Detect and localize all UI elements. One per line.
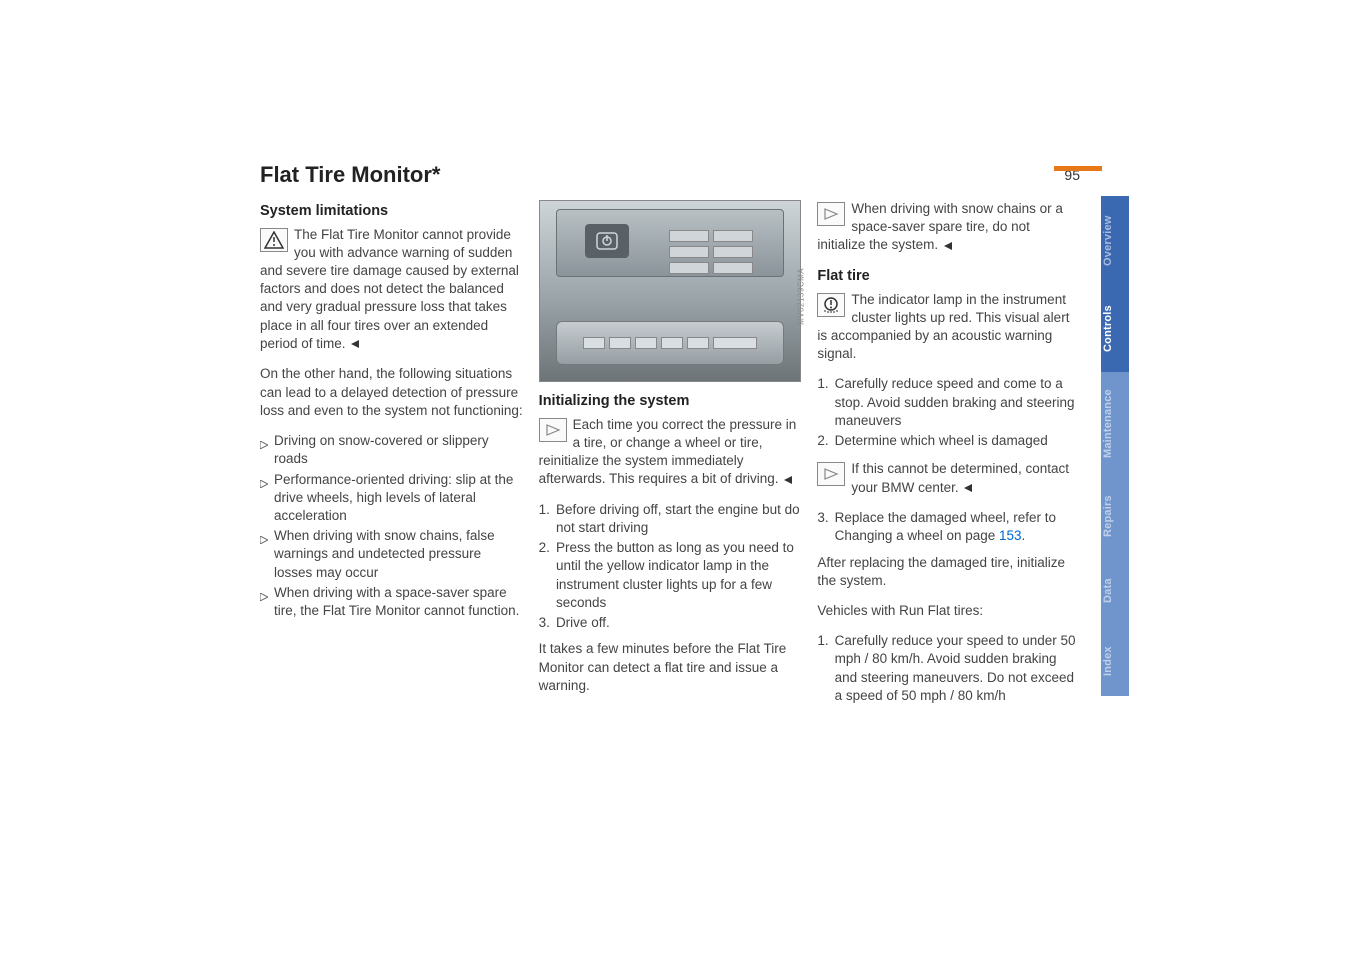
bullet-text: Performance-oriented driving: slip at th… — [274, 471, 523, 526]
note-text: When driving with snow chains or a space… — [817, 201, 1063, 252]
ol-number: 2. — [817, 432, 828, 450]
dash-button — [669, 262, 709, 274]
ol-item: 3. Drive off. — [539, 614, 802, 632]
title-row: Flat Tire Monitor* 95 — [260, 160, 1080, 190]
triangle-bullet-icon — [260, 588, 268, 620]
note-icon — [539, 418, 567, 442]
content-columns: System limitations The Flat Tire Monitor… — [260, 200, 1080, 707]
heading-system-limitations: System limitations — [260, 202, 523, 222]
end-mark-icon — [964, 479, 972, 497]
tab-repairs[interactable]: Repairs — [1101, 476, 1129, 556]
dash-button — [661, 337, 683, 349]
ol-number: 2. — [539, 539, 550, 612]
dash-button — [687, 337, 709, 349]
heading-initializing: Initializing the system — [539, 392, 802, 412]
triangle-bullet-icon — [260, 531, 268, 582]
ol-item: 1. Carefully reduce your speed to under … — [817, 632, 1080, 705]
dash-button — [713, 230, 753, 242]
ol-item: 1.Carefully reduce speed and come to a s… — [817, 375, 1080, 430]
page-number-wrap: 95 — [1064, 166, 1080, 185]
warning-icon — [260, 228, 288, 252]
step3-post: . — [1022, 528, 1026, 543]
tab-controls[interactable]: Controls — [1101, 286, 1129, 372]
paragraph: It takes a few minutes before the Flat T… — [539, 640, 802, 695]
heading-flat-tire: Flat tire — [817, 267, 1080, 287]
list-item: When driving with snow chains, false war… — [260, 527, 523, 582]
bullet-text: When driving with snow chains, false war… — [274, 527, 523, 582]
bullet-list: Driving on snow-covered or slippery road… — [260, 432, 523, 620]
note-icon — [817, 202, 845, 226]
image-reference-label: MV02139CMA — [797, 268, 808, 325]
dash-button — [669, 246, 709, 258]
ol-text: Drive off. — [556, 614, 610, 632]
page-title: Flat Tire Monitor* — [260, 160, 441, 190]
page-link[interactable]: 153 — [999, 528, 1022, 543]
tab-overview[interactable]: Overview — [1101, 196, 1129, 286]
ol-text: Carefully reduce speed and come to a sto… — [835, 375, 1080, 430]
note-paragraph: If this cannot be determined, contact yo… — [817, 460, 1080, 497]
indicator-paragraph: The indicator lamp in the instrument clu… — [817, 291, 1080, 364]
dash-button — [713, 262, 753, 274]
note-text: If this cannot be determined, contact yo… — [851, 461, 1069, 494]
list-item: When driving with a space-saver spare ti… — [260, 584, 523, 620]
intro-paragraph: On the other hand, the following situati… — [260, 365, 523, 420]
triangle-bullet-icon — [260, 436, 268, 468]
ol-text: Replace the damaged wheel, refer to Chan… — [835, 509, 1080, 545]
ol-text: Press the button as long as you need to … — [556, 539, 801, 612]
note-paragraph: Each time you correct the pressure in a … — [539, 416, 802, 489]
note-text: Each time you correct the pressure in a … — [539, 417, 797, 487]
ol-number: 1. — [817, 375, 828, 430]
side-tabs: Overview Controls Maintenance Repairs Da… — [1101, 196, 1129, 696]
dashboard-panel — [556, 209, 785, 277]
dashboard-display — [585, 224, 629, 258]
ol-number: 3. — [817, 509, 828, 545]
orange-accent-bar — [1054, 166, 1102, 171]
column-3: When driving with snow chains or a space… — [817, 200, 1080, 707]
paragraph: After replacing the damaged tire, initia… — [817, 554, 1080, 590]
paragraph: Vehicles with Run Flat tires: — [817, 602, 1080, 620]
dash-button — [713, 246, 753, 258]
tab-index[interactable]: Index — [1101, 626, 1129, 696]
page: Flat Tire Monitor* 95 System limitations… — [0, 0, 1351, 954]
tab-maintenance[interactable]: Maintenance — [1101, 372, 1129, 476]
dash-button — [713, 337, 757, 349]
indicator-text: The indicator lamp in the instrument clu… — [817, 292, 1069, 362]
list-item: Performance-oriented driving: slip at th… — [260, 471, 523, 526]
dashboard-image: MV02139CMA — [539, 200, 802, 382]
ordered-list: 1.Before driving off, start the engine b… — [539, 501, 802, 633]
ol-text: Determine which wheel is damaged — [835, 432, 1048, 450]
end-mark-icon — [944, 237, 952, 255]
ol-text: Carefully reduce your speed to under 50 … — [835, 632, 1080, 705]
dashboard-lower-panel — [556, 321, 785, 365]
ol-number: 3. — [539, 614, 550, 632]
tab-data[interactable]: Data — [1101, 556, 1129, 626]
note-icon — [817, 462, 845, 486]
dash-button — [635, 337, 657, 349]
ol-item: 3. Replace the damaged wheel, refer to C… — [817, 509, 1080, 545]
ol-item: 1.Before driving off, start the engine b… — [539, 501, 802, 537]
dash-button — [583, 337, 605, 349]
ol-text: Before driving off, start the engine but… — [556, 501, 801, 537]
ol-item: 2.Press the button as long as you need t… — [539, 539, 802, 612]
dashboard-buttons — [669, 230, 759, 274]
end-mark-icon — [784, 471, 792, 489]
column-1: System limitations The Flat Tire Monitor… — [260, 200, 523, 707]
warning-text: The Flat Tire Monitor cannot provide you… — [260, 227, 519, 351]
dash-button — [609, 337, 631, 349]
dash-button — [669, 230, 709, 242]
triangle-bullet-icon — [260, 475, 268, 526]
bullet-text: When driving with a space-saver spare ti… — [274, 584, 523, 620]
bullet-text: Driving on snow-covered or slippery road… — [274, 432, 523, 468]
warning-paragraph: The Flat Tire Monitor cannot provide you… — [260, 226, 523, 354]
list-item: Driving on snow-covered or slippery road… — [260, 432, 523, 468]
ol-item: 2. Determine which wheel is damaged — [817, 432, 1080, 450]
column-2: MV02139CMA Initializing the system Each … — [539, 200, 802, 707]
ol-number: 1. — [539, 501, 550, 537]
ordered-list: 1.Carefully reduce speed and come to a s… — [817, 375, 1080, 450]
end-mark-icon — [351, 335, 359, 353]
tire-indicator-icon — [817, 293, 845, 317]
note-paragraph: When driving with snow chains or a space… — [817, 200, 1080, 255]
ol-number: 1. — [817, 632, 828, 705]
